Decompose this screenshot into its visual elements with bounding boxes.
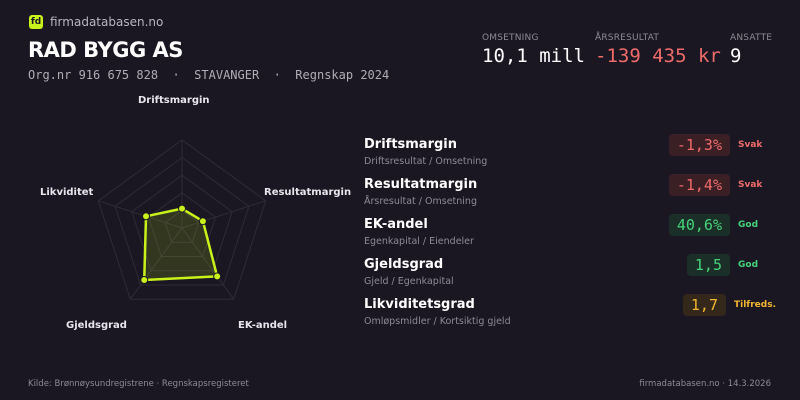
- radar-grid-ring: [97, 139, 267, 300]
- radar-axis-label: Likviditet: [40, 187, 94, 198]
- metric-value: 1,7: [682, 294, 726, 316]
- radar-grid-ring: [147, 192, 217, 257]
- radar-axis-label: Driftsmargin: [138, 95, 210, 106]
- metric-row-resultatmargin: Resultatmargin Årsresultat / Omsetning -…: [364, 174, 784, 213]
- logo-icon: fd: [29, 15, 43, 29]
- brand: fd firmadatabasen.no: [29, 15, 163, 29]
- kpi-label: ANSATTE: [730, 33, 773, 43]
- metric-formula: Driftsresultat / Omsetning: [364, 156, 488, 167]
- radar-axis-line: [181, 200, 266, 229]
- kpi-value: 10,1 mill: [482, 45, 585, 67]
- radar-axis-line: [98, 200, 183, 229]
- footer-source: Kilde: Brønnøysundregistrene · Regnskaps…: [28, 379, 249, 389]
- metric-row-driftsmargin: Driftsmargin Driftsresultat / Omsetning …: [364, 134, 784, 173]
- metric-status: Tilfreds.: [734, 300, 776, 310]
- kpi-value: -139 435 kr: [595, 45, 721, 67]
- radar-data-point: [213, 272, 222, 281]
- radar-grid-ring: [164, 209, 200, 243]
- radar-data-point: [140, 275, 149, 284]
- radar-axis-line: [129, 227, 183, 300]
- company-subtitle: Org.nr 916 675 828 · STAVANGER · Regnska…: [28, 68, 390, 82]
- kpi-ansatte: ANSATTE 9: [730, 33, 772, 67]
- metric-name: EK-andel: [364, 217, 428, 232]
- radar-data-point: [142, 212, 151, 221]
- kpi-arsresultat: ÅRSRESULTAT -139 435 kr: [595, 33, 721, 67]
- metric-formula: Årsresultat / Omsetning: [364, 196, 477, 207]
- radar-grid-ring: [114, 156, 250, 286]
- metric-row-likviditetsgrad: Likviditetsgrad Omløpsmidler / Kortsikti…: [364, 294, 784, 333]
- metric-formula: Gjeld / Egenkapital: [364, 276, 454, 287]
- kpi-label: OMSETNING: [482, 33, 539, 43]
- metric-value: -1,4%: [668, 174, 730, 196]
- metric-row-ek-andel: EK-andel Egenkapital / Eiendeler 40,6% G…: [364, 214, 784, 253]
- radar-grid-ring: [131, 174, 233, 272]
- company-name: RAD BYGG AS: [28, 38, 183, 62]
- radar-axis-label: Resultatmargin: [264, 187, 352, 198]
- metric-name: Likviditetsgrad: [364, 297, 475, 312]
- metric-value: -1,3%: [668, 134, 730, 156]
- metric-status: Svak: [738, 180, 763, 190]
- metric-name: Resultatmargin: [364, 177, 478, 192]
- metric-name: Driftsmargin: [364, 137, 458, 152]
- radar-series-area: [142, 207, 219, 282]
- metric-name: Gjeldsgrad: [364, 257, 444, 272]
- radar-data-point: [198, 217, 207, 226]
- kpi-label: ÅRSRESULTAT: [595, 33, 660, 43]
- metric-formula: Egenkapital / Eiendeler: [364, 236, 474, 247]
- footer-site-date: firmadatabasen.no · 14.3.2026: [639, 379, 771, 389]
- radar-axis-line: [181, 227, 235, 300]
- metric-value: 1,5: [686, 254, 730, 276]
- metric-status: God: [738, 220, 759, 230]
- kpi-value: 9: [730, 45, 742, 67]
- metric-formula: Omløpsmidler / Kortsiktig gjeld: [364, 316, 511, 327]
- radar-axis-label: EK-andel: [238, 320, 288, 331]
- metric-value: 40,6%: [668, 214, 730, 236]
- metric-row-gjeldsgrad: Gjeldsgrad Gjeld / Egenkapital 1,5 God: [364, 254, 784, 293]
- radar-data-point: [178, 204, 186, 213]
- metric-status: Svak: [738, 140, 763, 150]
- kpi-omsetning: OMSETNING 10,1 mill: [482, 33, 585, 67]
- radar-axis-label: Gjeldsgrad: [66, 320, 127, 331]
- brand-name: firmadatabasen.no: [50, 15, 164, 29]
- metric-status: God: [738, 260, 759, 270]
